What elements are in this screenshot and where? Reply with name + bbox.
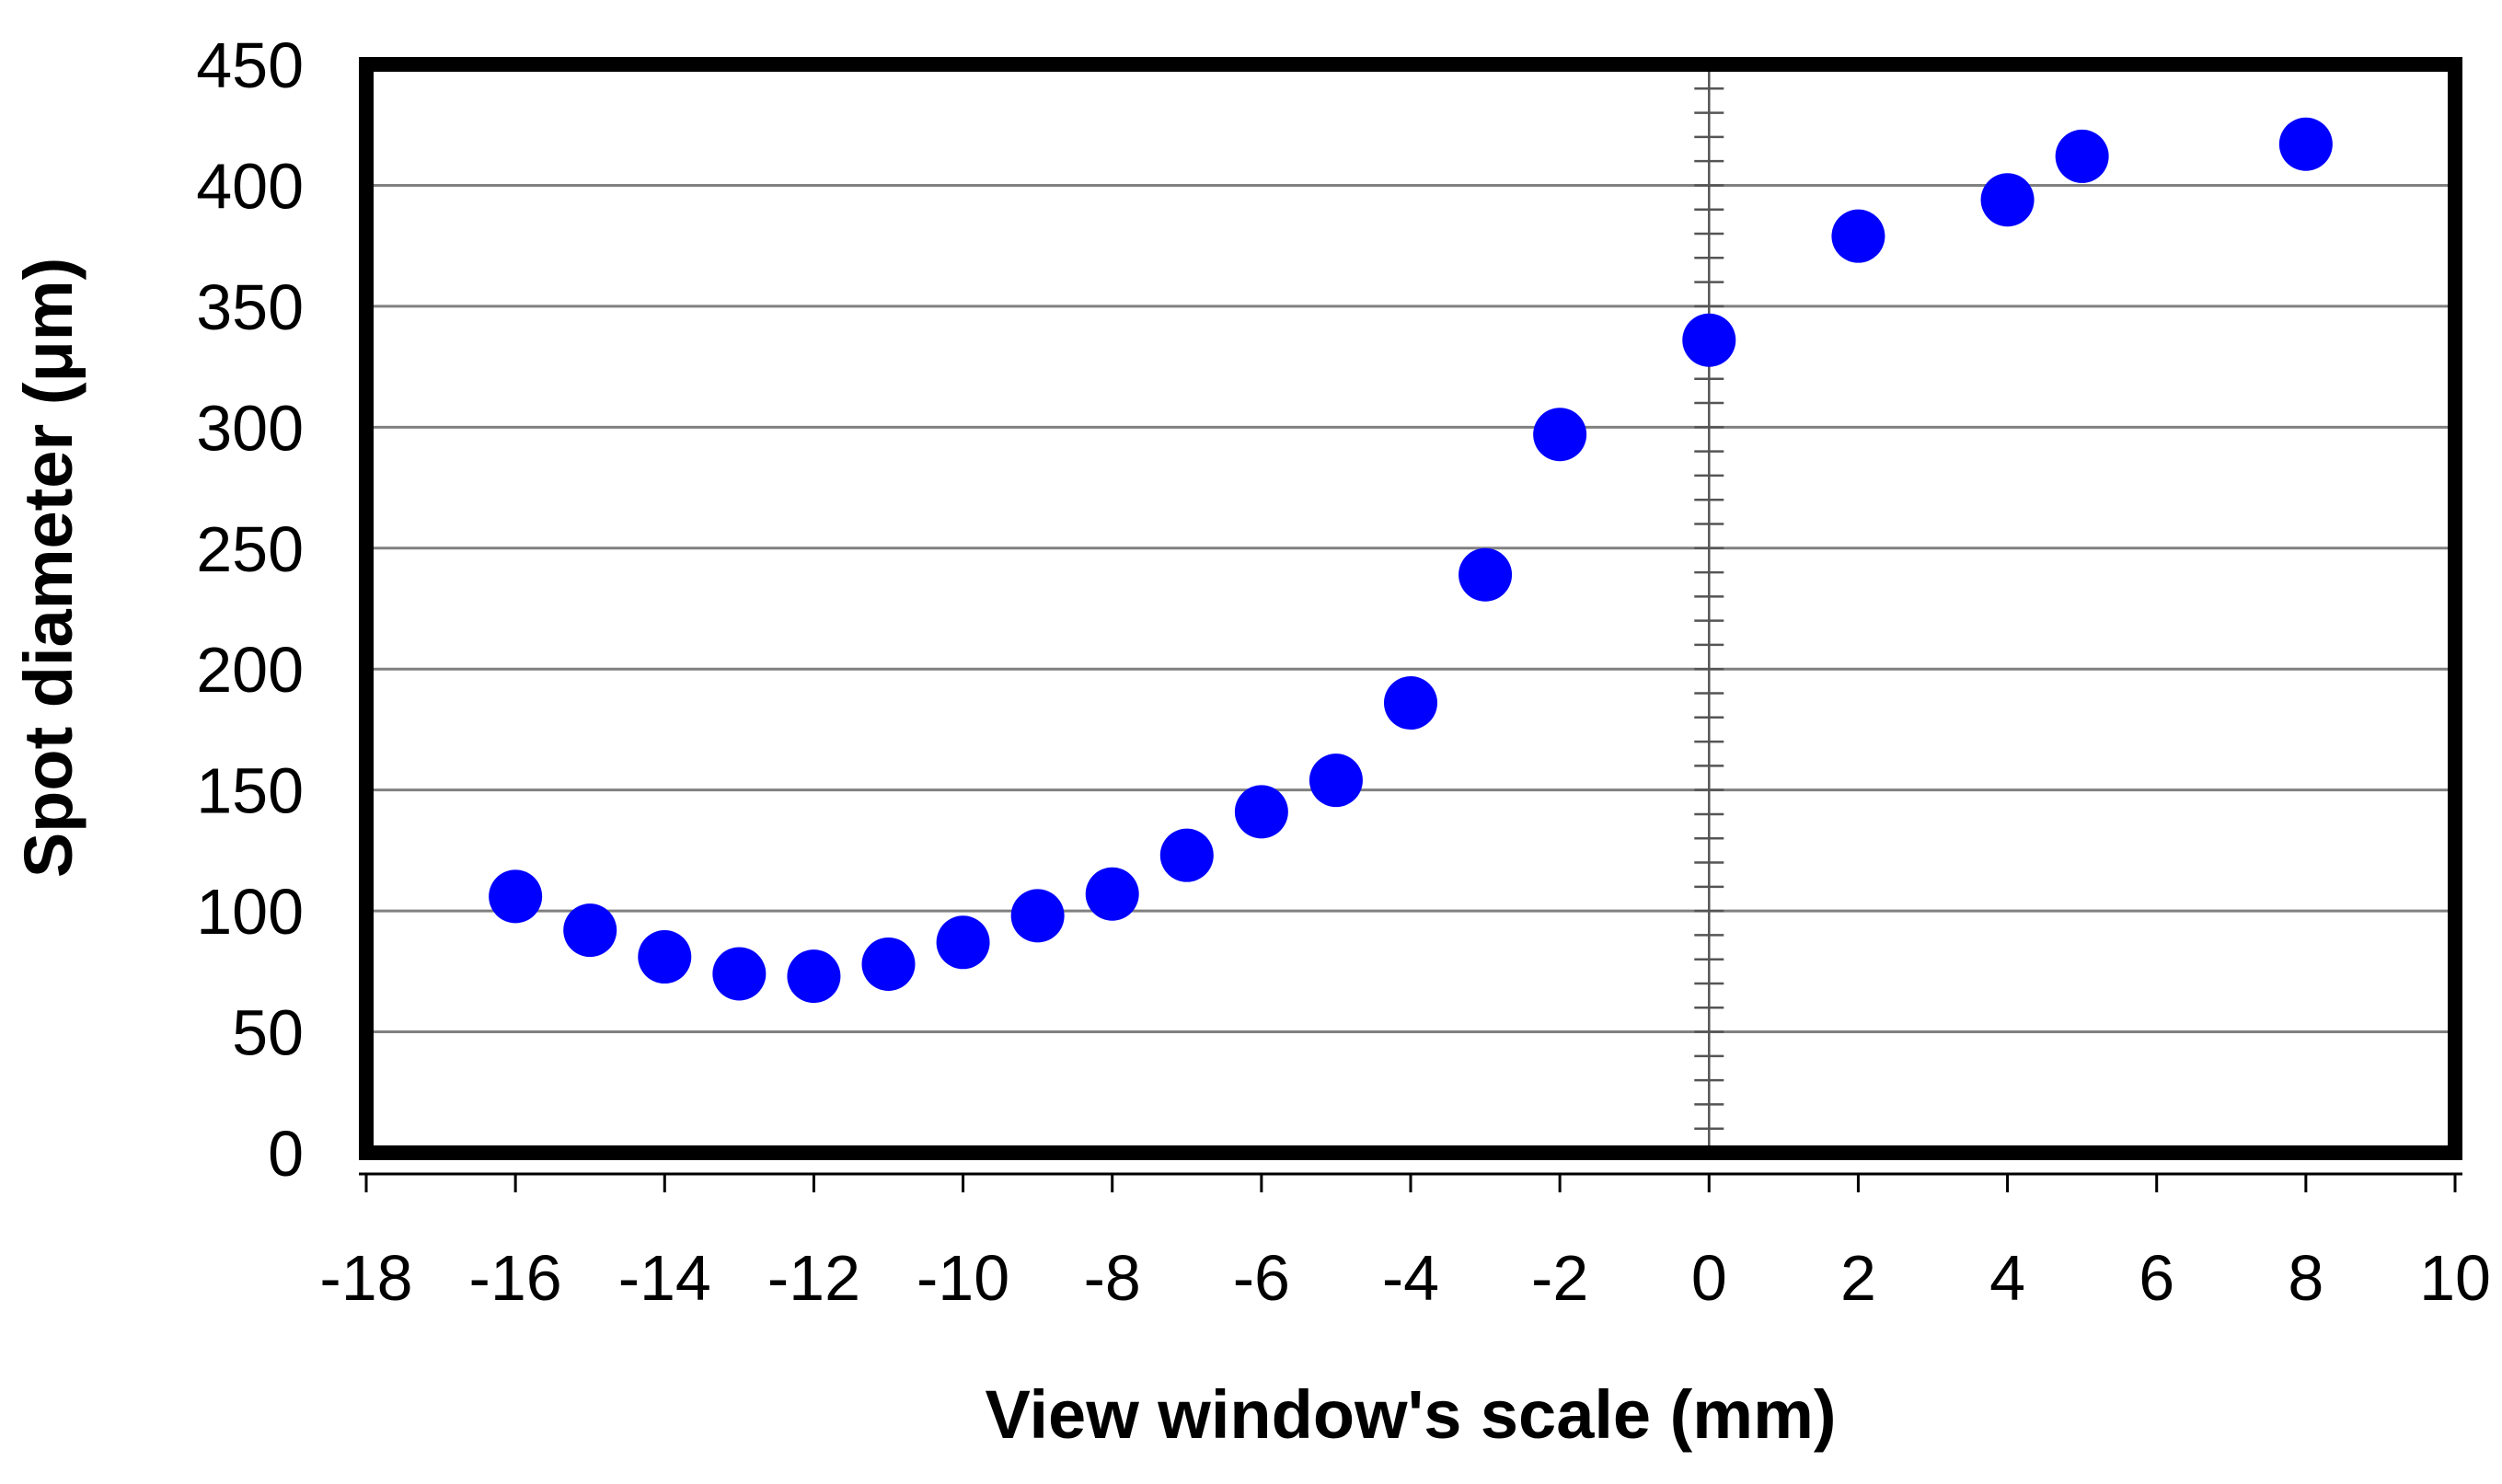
- data-point: [1085, 867, 1139, 921]
- x-tick-label: -4: [1382, 1242, 1439, 1314]
- x-tick-label: 0: [1691, 1242, 1727, 1314]
- data-point: [1234, 785, 1288, 839]
- data-point: [712, 947, 767, 1001]
- data-point: [861, 937, 916, 991]
- y-axis-title: Spot diameter (μm): [10, 258, 86, 878]
- data-point: [787, 949, 841, 1004]
- gridlines: [366, 183, 2455, 1034]
- x-tick-label: -18: [319, 1242, 412, 1314]
- y-tick-label: 150: [196, 755, 304, 827]
- data-point: [1682, 313, 1736, 367]
- y-tick-label: 400: [196, 150, 304, 222]
- y-tick-label: 450: [196, 29, 304, 101]
- data-point: [1831, 209, 1885, 263]
- x-tick-label: -12: [767, 1242, 860, 1314]
- x-tick-label: -16: [469, 1242, 562, 1314]
- y-tick-label: 200: [196, 634, 304, 706]
- data-point: [2055, 129, 2109, 183]
- x-tick-label: -8: [1084, 1242, 1141, 1314]
- y-tick-label: 250: [196, 513, 304, 585]
- data-point: [1010, 889, 1065, 943]
- y-tick-label: 50: [232, 997, 304, 1069]
- y-tick-label: 350: [196, 271, 304, 343]
- plot-frame: [359, 57, 2462, 1160]
- data-point: [1459, 547, 1513, 602]
- x-axis-title: View window's scale (mm): [985, 1376, 1836, 1453]
- x-tick-label: 4: [1989, 1242, 2025, 1314]
- data-point: [638, 930, 692, 984]
- x-tick-label: -14: [618, 1242, 711, 1314]
- data-point: [1159, 828, 1214, 882]
- x-tick-label: -6: [1233, 1242, 1290, 1314]
- data-point: [563, 903, 617, 958]
- data-point: [2278, 117, 2333, 171]
- data-point: [1384, 676, 1437, 730]
- x-tick-label: 6: [2139, 1242, 2174, 1314]
- data-point: [1309, 754, 1363, 808]
- x-tick-label: -10: [917, 1242, 1009, 1314]
- plot-border: [359, 57, 2462, 1160]
- x-tick-label: -2: [1531, 1242, 1588, 1314]
- y-axis-ticks: 0 50 100 150 200 250 300 350 400 450: [196, 29, 304, 1190]
- zero-line: [1694, 64, 1724, 1153]
- x-tick-label: 8: [2288, 1242, 2323, 1314]
- x-tick-label: 10: [2419, 1242, 2491, 1314]
- data-point: [1980, 173, 2035, 227]
- y-tick-label: 0: [268, 1118, 304, 1190]
- x-axis-ticks: -18 -16 -14 -12 -10 -8 -6 -4 -2 0 2 4 6 8 10: [319, 1172, 2491, 1314]
- data-point: [936, 915, 990, 970]
- x-tick-label: 2: [1840, 1242, 1876, 1314]
- y-tick-label: 300: [196, 392, 304, 464]
- data-points: [489, 117, 2333, 1004]
- data-point: [489, 869, 543, 924]
- y-tick-label: 100: [196, 876, 304, 948]
- data-point: [1533, 408, 1587, 462]
